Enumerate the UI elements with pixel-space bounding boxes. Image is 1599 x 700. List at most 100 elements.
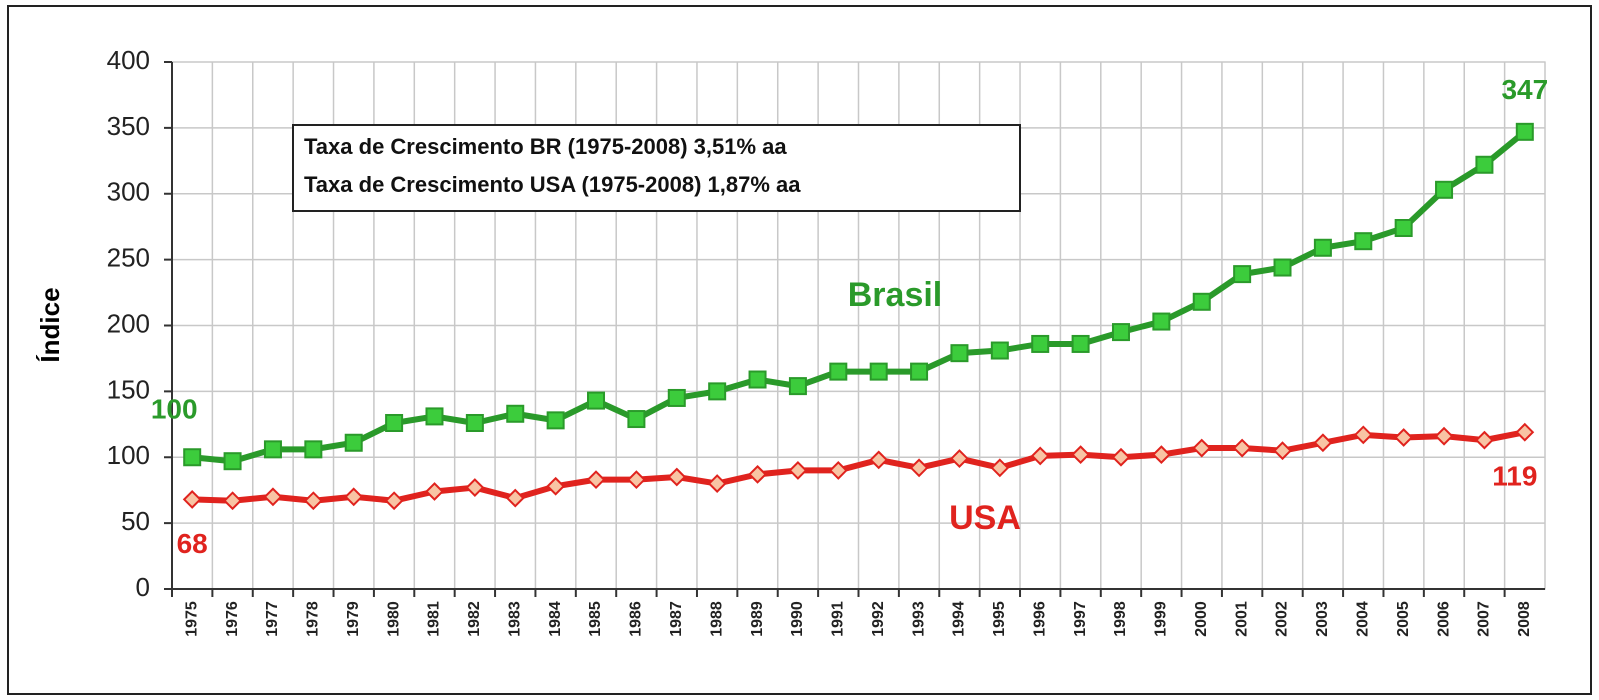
marker: [950, 344, 969, 363]
x-tick-label: 1996: [1031, 601, 1048, 637]
x-tick-label: 2003: [1314, 601, 1331, 637]
marker: [1111, 447, 1131, 467]
x-tick-label: 2001: [1233, 601, 1250, 637]
marker: [1030, 446, 1050, 466]
marker: [183, 448, 202, 467]
y-tick-label: 200: [107, 308, 150, 338]
marker: [1475, 430, 1494, 450]
y-tick-label: 0: [136, 572, 150, 602]
marker: [1233, 265, 1252, 284]
marker: [1192, 438, 1212, 458]
marker: [1071, 445, 1091, 465]
marker: [869, 362, 888, 381]
marker: [506, 404, 525, 423]
x-tick-label: 2002: [1274, 601, 1291, 637]
x-tick-label: 1993: [910, 601, 927, 637]
x-tick-label: 1976: [224, 601, 241, 637]
marker: [465, 413, 484, 432]
x-tick-label: 2008: [1516, 601, 1533, 637]
x-tick-label: 1983: [506, 601, 523, 637]
marker: [1111, 323, 1130, 342]
marker: [1394, 428, 1414, 447]
marker: [990, 458, 1010, 478]
marker: [1313, 433, 1333, 453]
marker: [788, 461, 808, 480]
x-tick-label: 2004: [1354, 601, 1371, 637]
marker: [182, 489, 202, 509]
marker: [385, 413, 404, 432]
data-label: 100: [151, 394, 198, 425]
series-label: USA: [949, 499, 1021, 537]
y-tick-label: 150: [107, 374, 150, 404]
y-tick-label: 50: [121, 506, 150, 536]
marker: [748, 464, 767, 484]
marker: [263, 487, 283, 507]
y-tick-label: 400: [107, 45, 150, 75]
marker: [950, 449, 969, 468]
x-tick-label: 1979: [345, 601, 362, 637]
x-tick-label: 1988: [708, 601, 725, 637]
marker: [828, 461, 848, 480]
y-axis-label: Índice: [35, 287, 65, 362]
marker: [1151, 445, 1171, 465]
marker: [344, 487, 364, 507]
marker: [1515, 422, 1535, 442]
marker: [1394, 219, 1413, 238]
x-tick-label: 1986: [628, 601, 645, 637]
x-tick-label: 1978: [305, 601, 322, 637]
marker: [869, 450, 889, 470]
annotation: Taxa de Crescimento BR (1975-2008) 3,51%…: [304, 134, 787, 159]
marker: [627, 410, 646, 429]
x-tick-label: 1981: [426, 601, 443, 637]
x-tick-label: 2005: [1395, 601, 1412, 637]
marker: [1354, 232, 1373, 251]
marker: [587, 391, 606, 410]
marker: [1232, 438, 1252, 458]
data-label: 347: [1501, 74, 1548, 105]
x-tick-label: 2007: [1476, 601, 1493, 637]
x-tick-label: 1997: [1072, 601, 1089, 637]
marker: [465, 478, 485, 497]
marker: [1475, 155, 1494, 174]
marker: [1313, 238, 1332, 257]
marker: [707, 474, 727, 494]
y-tick-label: 300: [107, 177, 150, 207]
marker: [546, 411, 565, 430]
marker: [384, 491, 404, 511]
marker: [505, 488, 525, 508]
marker: [304, 440, 323, 459]
marker: [909, 458, 929, 478]
y-tick-label: 350: [107, 111, 150, 141]
marker: [1434, 426, 1454, 446]
marker: [1031, 334, 1050, 353]
marker: [546, 476, 566, 496]
x-tick-label: 1989: [749, 601, 766, 637]
marker: [1435, 180, 1454, 199]
series-label: Brasil: [848, 276, 943, 314]
x-tick-label: 1999: [1153, 601, 1170, 637]
x-tick-label: 1985: [587, 601, 604, 637]
x-tick-label: 1975: [183, 601, 200, 637]
marker: [344, 433, 363, 452]
x-tick-label: 1982: [466, 601, 483, 637]
x-tick-label: 1990: [789, 601, 806, 637]
marker: [223, 491, 242, 511]
marker: [303, 491, 323, 511]
x-tick-label: 2006: [1435, 601, 1452, 637]
marker: [1515, 122, 1534, 141]
y-tick-label: 250: [107, 243, 150, 273]
marker: [1353, 425, 1373, 445]
x-tick-label: 1984: [547, 601, 564, 637]
marker: [626, 470, 646, 490]
marker: [425, 482, 444, 501]
x-tick-label: 1977: [264, 601, 281, 637]
data-label: 119: [1492, 461, 1537, 492]
series-line: [191, 129, 1527, 465]
marker: [1273, 258, 1292, 277]
marker: [667, 388, 686, 407]
marker: [1152, 312, 1171, 331]
marker: [263, 440, 282, 459]
x-tick-label: 1980: [385, 601, 402, 637]
marker: [667, 467, 687, 487]
